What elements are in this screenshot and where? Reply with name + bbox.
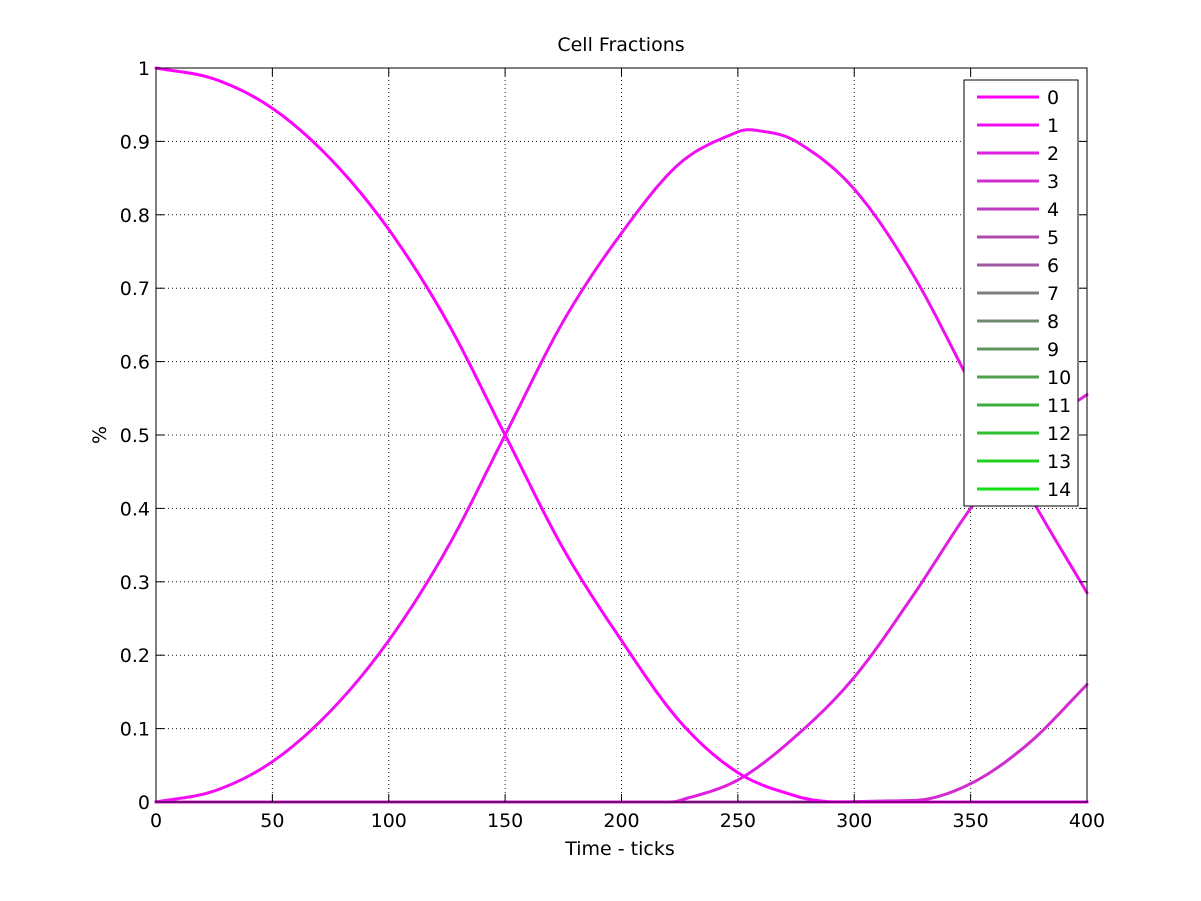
legend-label-0: 0 — [1047, 87, 1059, 109]
plot-area — [156, 68, 1087, 802]
legend-label-5: 5 — [1047, 227, 1059, 249]
x-axis-label: Time - ticks — [564, 838, 675, 860]
x-tick-labels: 0 50 100 150 200 250 300 350 400 — [150, 810, 1105, 832]
x-tick-label: 50 — [260, 810, 284, 832]
y-tick-label: 0.9 — [120, 131, 150, 153]
x-tick-label: 200 — [603, 810, 639, 832]
y-tick-label: 0.5 — [120, 425, 150, 447]
legend-label-1: 1 — [1047, 115, 1059, 137]
chart-title: Cell Fractions — [557, 34, 684, 56]
x-tick-label: 350 — [952, 810, 988, 832]
legend-label-10: 10 — [1047, 367, 1071, 389]
legend-label-11: 11 — [1047, 395, 1071, 417]
legend-label-14: 14 — [1047, 479, 1071, 501]
legend-label-4: 4 — [1047, 199, 1059, 221]
y-tick-labels: 0 0.1 0.2 0.3 0.4 0.5 0.6 0.7 0.8 0.9 1 — [120, 58, 150, 814]
y-tick-label: 0.2 — [120, 645, 150, 667]
y-tick-label: 0.4 — [120, 498, 150, 520]
y-tick-label: 0.3 — [120, 572, 150, 594]
x-tick-label: 0 — [150, 810, 162, 832]
x-tick-label: 100 — [371, 810, 407, 832]
x-tick-label: 250 — [720, 810, 756, 832]
axis-ticks — [155, 67, 1088, 803]
x-tick-label: 150 — [487, 810, 523, 832]
legend-label-8: 8 — [1047, 311, 1059, 333]
y-axis-label: % — [89, 426, 111, 444]
x-tick-label: 400 — [1069, 810, 1105, 832]
legend-label-13: 13 — [1047, 451, 1071, 473]
y-tick-label: 0 — [138, 792, 150, 814]
legend-label-2: 2 — [1047, 143, 1059, 165]
legend-label-3: 3 — [1047, 171, 1059, 193]
y-tick-label: 0.6 — [120, 352, 150, 374]
y-tick-label: 0.1 — [120, 719, 150, 741]
series-line-1 — [154, 128, 1089, 804]
legend-label-6: 6 — [1047, 255, 1059, 277]
legend-label-12: 12 — [1047, 423, 1071, 445]
y-tick-label: 0.8 — [120, 205, 150, 227]
legend-label-7: 7 — [1047, 283, 1059, 305]
y-tick-label: 0.7 — [120, 278, 150, 300]
series-line-0 — [154, 66, 1089, 804]
y-tick-label: 1 — [138, 58, 150, 80]
legend-label-9: 9 — [1047, 339, 1059, 361]
x-tick-label: 300 — [836, 810, 872, 832]
